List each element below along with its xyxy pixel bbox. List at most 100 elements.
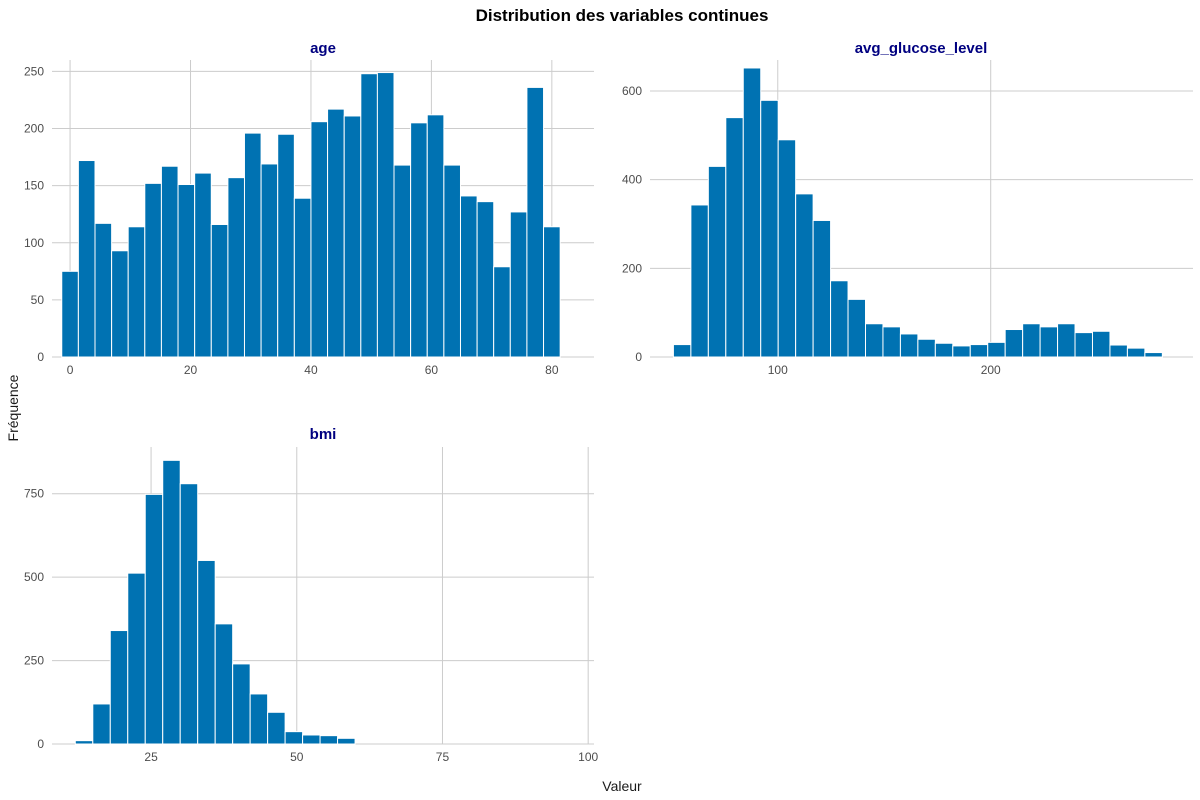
bmi-x-tick-label: 25 <box>144 750 158 764</box>
age-histogram-bar <box>443 164 461 358</box>
bmi-histogram-bar <box>74 740 94 745</box>
age-x-tick-label: 0 <box>67 363 74 377</box>
bmi-histogram-bar <box>127 572 146 745</box>
age-histogram-bar <box>327 108 345 358</box>
avg-glucose-level-histogram-bar <box>917 338 936 358</box>
x-axis-title: Valeur <box>602 778 642 794</box>
avg-glucose-level-histogram-bar <box>812 219 832 358</box>
age-histogram-bar <box>426 114 445 358</box>
bmi-x-tick-label: 50 <box>290 750 304 764</box>
avg-glucose-level-histogram-bar <box>672 344 692 358</box>
bmi-bars <box>74 459 356 745</box>
avg-glucose-level-histogram-bar <box>742 67 762 358</box>
age-histogram-bar <box>144 182 162 358</box>
bmi-histogram-bar <box>302 734 321 745</box>
age-x-tick-label: 20 <box>184 363 198 377</box>
age-y-tick-label: 250 <box>24 64 44 78</box>
bmi-histogram-bar <box>284 731 304 745</box>
avg-glucose-level-histogram-bar <box>1074 332 1093 358</box>
age-histogram-bar <box>509 211 528 358</box>
avg-glucose-level-histogram-bar <box>987 341 1006 358</box>
avg-glucose-level-histogram-bar <box>847 298 866 358</box>
age-histogram-bar <box>260 163 279 358</box>
avg-glucose-level-histogram-bar <box>830 280 849 358</box>
avg-glucose-level-x-tick-label: 100 <box>768 363 788 377</box>
bmi-histogram-bar <box>92 703 111 745</box>
y-axis-title: Fréquence <box>5 374 21 441</box>
bmi-histogram-bar <box>214 623 234 745</box>
avg-glucose-level-histogram-bar <box>864 323 884 358</box>
avg-glucose-level-histogram-bar <box>795 193 814 358</box>
avg-glucose-level-y-tick-label: 400 <box>622 173 642 187</box>
bmi-x-tick-label: 100 <box>578 750 598 764</box>
panel-title-bmi: bmi <box>310 426 337 443</box>
age-y-tick-label: 100 <box>24 236 44 250</box>
figure-title: Distribution des variables continues <box>476 6 769 25</box>
age-histogram-bar <box>543 226 561 358</box>
bmi-histogram-bar <box>109 630 129 745</box>
age-histogram-bar <box>459 195 478 358</box>
panel-age: age 0 50 100 150 200 250 0 20 40 60 80 <box>24 40 594 377</box>
age-histogram-bar <box>277 133 295 358</box>
bmi-histogram-bar <box>319 735 339 745</box>
panel-title-avg-glucose-level: avg_glucose_level <box>855 40 988 57</box>
age-histogram-bar <box>77 160 96 358</box>
age-y-tick-label: 200 <box>24 122 44 136</box>
age-histogram-bar <box>227 177 246 358</box>
avg-glucose-level-histogram-bar <box>1126 347 1146 358</box>
age-histogram-bar <box>94 222 113 358</box>
age-histogram-bar <box>493 266 511 358</box>
avg-glucose-level-histogram-bar <box>707 165 727 358</box>
bmi-histogram-bar <box>337 737 356 745</box>
age-histogram-bar <box>177 184 196 358</box>
panel-title-age: age <box>310 40 336 57</box>
avg-glucose-level-histogram-bar <box>1109 344 1128 358</box>
age-histogram-bar <box>61 270 79 358</box>
avg-glucose-level-histogram-bar <box>934 342 954 358</box>
bmi-histogram-bar <box>179 483 199 745</box>
age-histogram-bar <box>410 122 428 358</box>
avg-glucose-level-y-tick-label: 0 <box>635 350 642 364</box>
avg-glucose-level-histogram-bar <box>1144 352 1163 358</box>
bmi-histogram-bar <box>162 459 181 745</box>
avg-glucose-level-bars <box>672 67 1163 358</box>
bmi-y-tick-label: 250 <box>24 654 44 668</box>
bmi-histogram-bar <box>267 711 286 745</box>
age-histogram-bar <box>393 164 412 358</box>
avg-glucose-level-histogram-bar <box>690 204 709 358</box>
age-bars <box>61 72 561 358</box>
age-histogram-bar <box>526 86 545 358</box>
age-histogram-bar <box>210 223 229 358</box>
age-y-tick-label: 0 <box>37 350 44 364</box>
avg-glucose-level-histogram-bar <box>777 139 797 358</box>
age-x-tick-label: 60 <box>425 363 439 377</box>
age-histogram-bar <box>111 250 129 358</box>
avg-glucose-level-histogram-bar <box>1004 329 1024 358</box>
bmi-histogram-bar <box>197 559 216 745</box>
avg-glucose-level-y-tick-label: 600 <box>622 84 642 98</box>
panel-avg-glucose-level: avg_glucose_level 0 200 400 600 100 200 <box>622 40 1193 377</box>
age-y-tick-label: 50 <box>31 293 45 307</box>
age-histogram-bar <box>310 121 329 358</box>
bmi-y-tick-label: 0 <box>37 737 44 751</box>
bmi-y-tick-label: 500 <box>24 570 44 584</box>
avg-glucose-level-histogram-bar <box>1057 323 1076 358</box>
avg-glucose-level-histogram-bar <box>1091 330 1111 358</box>
avg-glucose-level-histogram-bar <box>1022 323 1041 358</box>
age-y-tick-label: 150 <box>24 179 44 193</box>
age-histogram-bar <box>127 226 146 358</box>
avg-glucose-level-x-tick-label: 200 <box>981 363 1001 377</box>
avg-glucose-level-histogram-bar <box>899 333 919 358</box>
avg-glucose-level-y-tick-label: 200 <box>622 261 642 275</box>
avg-glucose-level-histogram-bar <box>1039 326 1059 358</box>
avg-glucose-level-histogram-bar <box>760 99 779 358</box>
avg-glucose-level-histogram-bar <box>882 326 901 358</box>
avg-glucose-level-histogram-bar <box>725 117 744 358</box>
bmi-histogram-bar <box>144 493 164 745</box>
age-histogram-bar <box>376 72 395 358</box>
avg-glucose-level-histogram-bar <box>969 344 989 358</box>
age-histogram-bar <box>476 201 495 358</box>
bmi-y-tick-label: 750 <box>24 487 44 501</box>
bmi-x-tick-label: 75 <box>436 750 450 764</box>
